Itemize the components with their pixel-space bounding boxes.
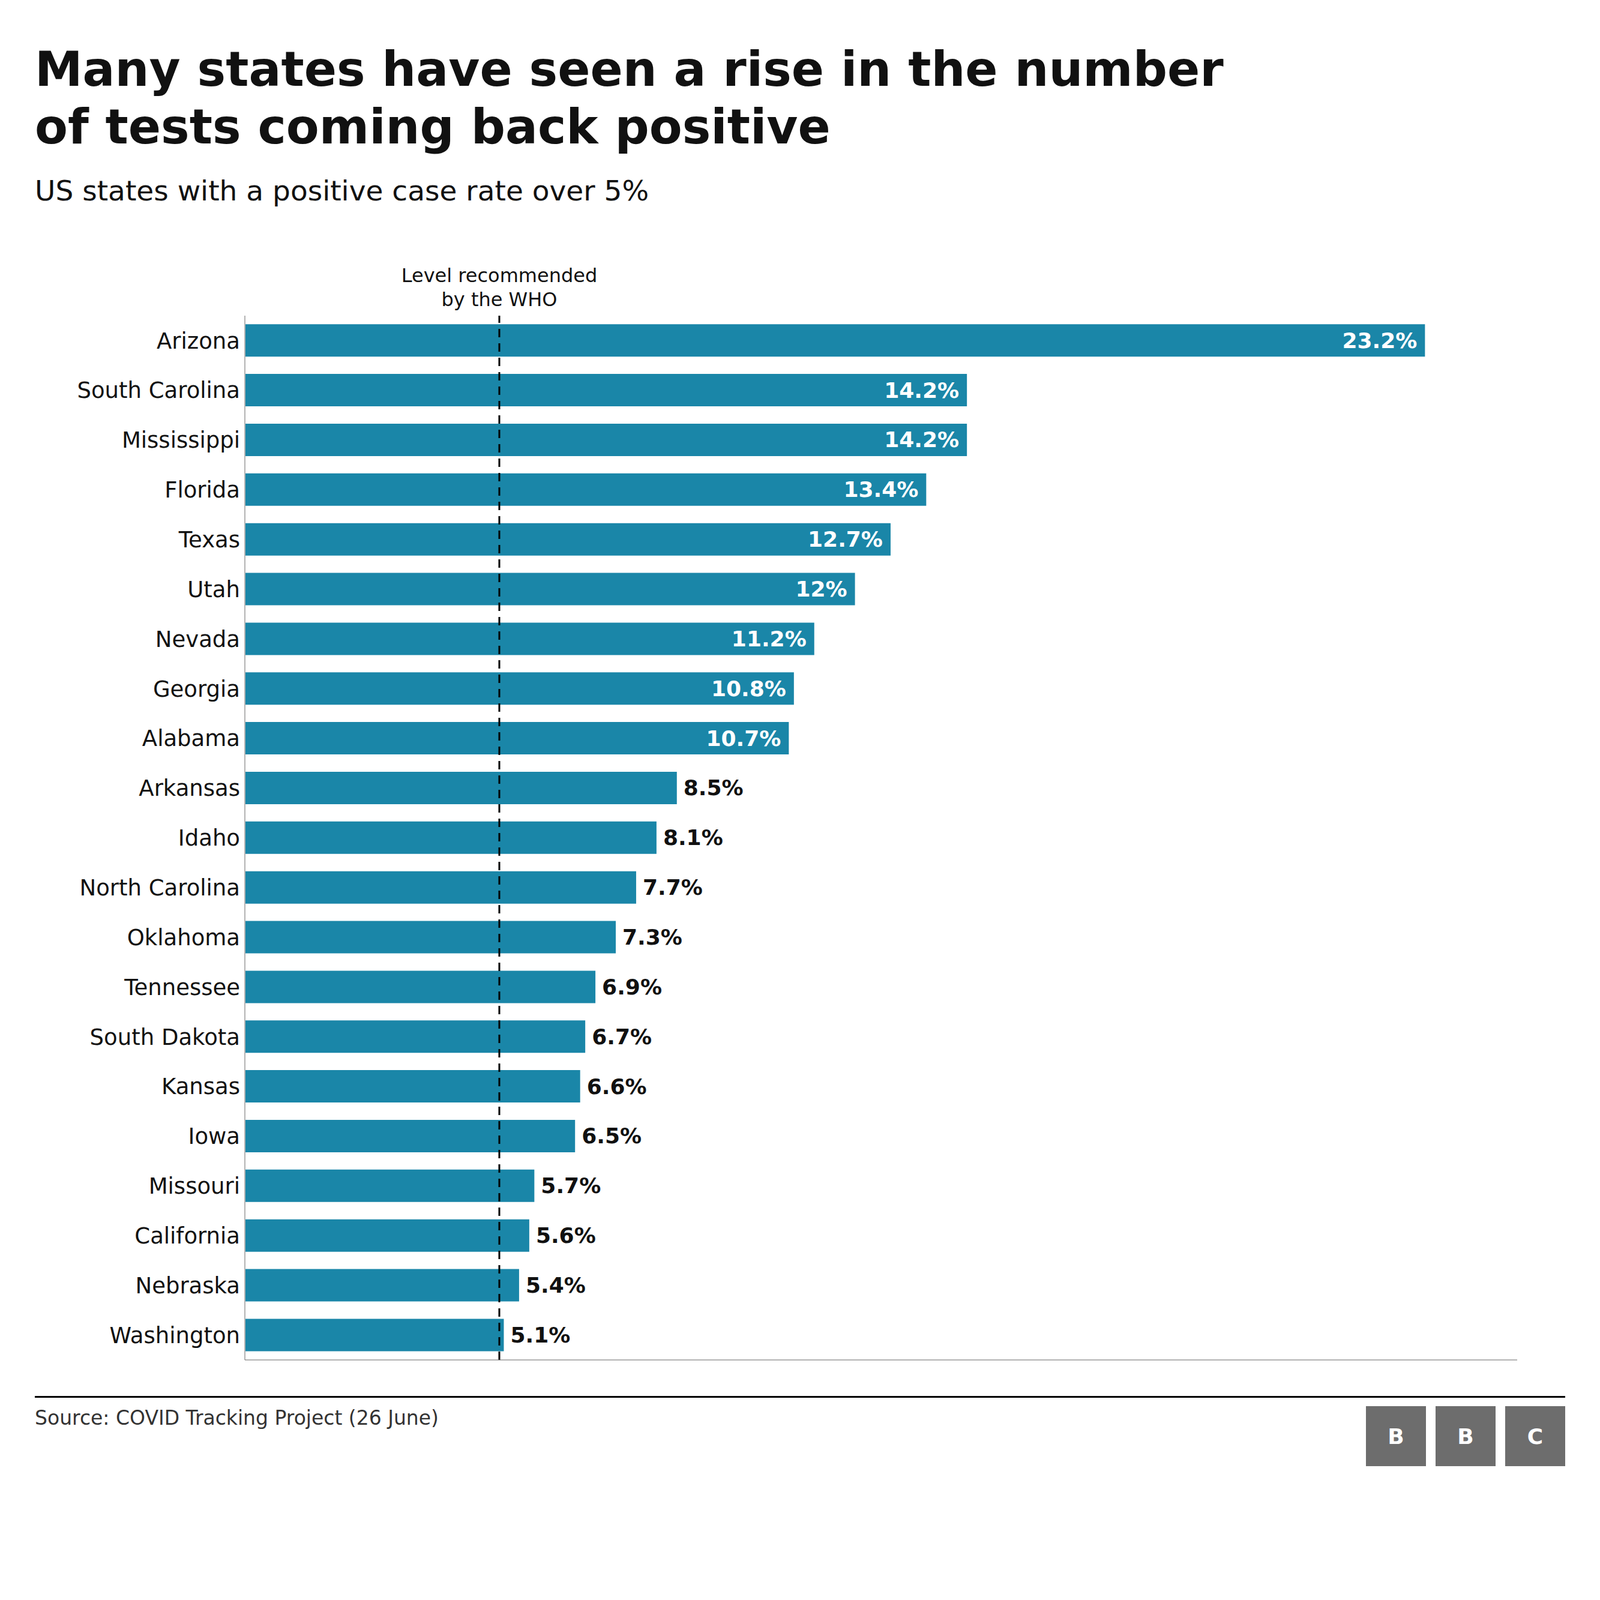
html-text:B: B [1387, 1424, 1405, 1449]
svg-text:14.2%: 14.2% [884, 427, 960, 453]
svg-text:6.7%: 6.7% [591, 1024, 652, 1050]
svg-text:10.7%: 10.7% [705, 726, 781, 751]
svg-text:23.2%: 23.2% [1341, 328, 1417, 353]
svg-text:Utah: Utah [187, 576, 241, 603]
svg-text:Alabama: Alabama [142, 726, 241, 752]
svg-text:North Carolina: North Carolina [79, 875, 241, 901]
svg-text:14.2%: 14.2% [884, 378, 960, 403]
html-text:of tests coming back positive: of tests coming back positive [34, 99, 831, 155]
svg-text:7.3%: 7.3% [622, 924, 683, 950]
svg-text:Texas: Texas [178, 526, 241, 553]
html-text:C: C [1527, 1424, 1544, 1449]
svg-text:7.7%: 7.7% [642, 875, 703, 901]
html-text:US states with a positive case: US states with a positive case rate over… [34, 174, 649, 208]
svg-text:Kansas: Kansas [161, 1074, 241, 1101]
svg-text:Arkansas: Arkansas [138, 775, 241, 802]
svg-text:Florida: Florida [164, 477, 241, 504]
svg-text:Idaho: Idaho [178, 825, 241, 852]
svg-text:5.1%: 5.1% [510, 1322, 571, 1348]
svg-text:Mississippi: Mississippi [121, 427, 241, 454]
svg-text:10.8%: 10.8% [711, 676, 787, 701]
svg-text:Missouri: Missouri [148, 1173, 241, 1200]
svg-text:Georgia: Georgia [153, 676, 241, 703]
svg-text:13.4%: 13.4% [843, 477, 919, 503]
svg-text:12.7%: 12.7% [807, 527, 883, 553]
svg-text:12%: 12% [795, 576, 847, 602]
svg-text:South Dakota: South Dakota [90, 1024, 241, 1051]
html-text:Many states have seen a rise i: Many states have seen a rise in the numb… [34, 41, 1224, 98]
svg-text:Washington: Washington [109, 1322, 241, 1349]
svg-text:5.6%: 5.6% [535, 1223, 596, 1249]
svg-text:Nevada: Nevada [155, 626, 241, 653]
svg-text:Level recommendedby the WHO: Level recommendedby the WHO [401, 264, 598, 311]
svg-text:5.4%: 5.4% [525, 1272, 586, 1298]
svg-text:South Carolina: South Carolina [76, 378, 241, 404]
html-text:Source: COVID Tracking Project: Source: COVID Tracking Project (26 June) [34, 1406, 439, 1430]
svg-text:Oklahoma: Oklahoma [127, 924, 241, 951]
svg-text:8.1%: 8.1% [663, 825, 724, 851]
svg-text:6.9%: 6.9% [601, 974, 662, 1000]
svg-text:8.5%: 8.5% [683, 775, 744, 801]
svg-text:6.6%: 6.6% [586, 1074, 647, 1099]
svg-text:5.7%: 5.7% [540, 1173, 601, 1199]
svg-text:Nebraska: Nebraska [135, 1272, 241, 1299]
svg-text:California: California [134, 1223, 241, 1249]
svg-text:Arizona: Arizona [156, 328, 241, 355]
html-text:B: B [1457, 1424, 1474, 1449]
svg-text:Iowa: Iowa [188, 1124, 241, 1150]
svg-text:11.2%: 11.2% [731, 626, 807, 652]
svg-text:Tennessee: Tennessee [123, 974, 241, 1001]
svg-text:6.5%: 6.5% [581, 1124, 642, 1149]
